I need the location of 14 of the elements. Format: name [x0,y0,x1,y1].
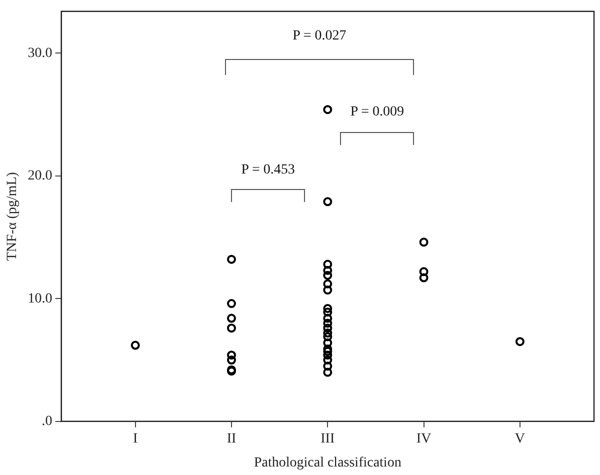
x-tick-label: III [320,431,335,446]
y-tick-label: .0 [42,414,52,430]
y-tick-label: 30.0 [28,46,52,61]
x-tick-label: I [133,431,138,446]
annotation: P = 0.453 [241,162,295,178]
x-tick-label: V [514,431,526,446]
x-tick-label: IV [416,431,432,446]
y-tick-label: 10.0 [28,291,52,306]
y-tick-label: 20.0 [28,168,52,184]
annotation: P = 0.027 [292,28,346,44]
x-axis-title: Pathological classification [254,455,402,470]
y-axis-title: TNF-α (pg/mL) [5,172,20,261]
annotation: P = 0.009 [350,104,404,120]
x-tick-label: II [226,431,236,446]
